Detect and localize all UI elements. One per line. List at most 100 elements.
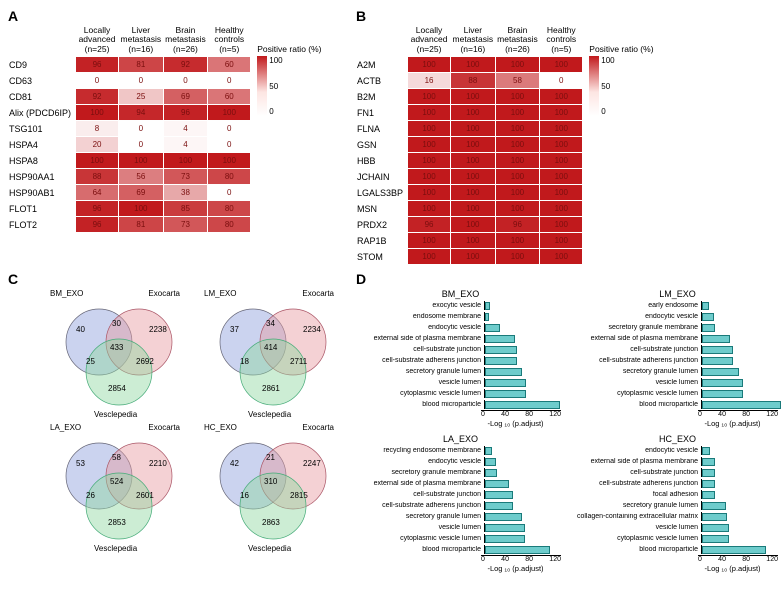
heatmap-cell: 100 [540,201,583,217]
bar-label: blood microparticle [573,401,701,408]
bar-label: cell-substrate adherens junction [356,502,484,509]
heatmap-row-label: STOM [356,249,408,265]
heatmap-row-label: PRDX2 [356,217,408,233]
heatmap-cell: 100 [163,153,208,169]
bar [702,335,730,343]
venn-count: 433 [110,343,123,352]
heatmap-cell: 100 [408,233,451,249]
heatmap-cell: 73 [163,217,208,233]
bar [702,379,743,387]
heatmap-cell: 96 [163,105,208,121]
heatmap-row-label: CD9 [8,57,76,73]
heatmap-cell: 100 [495,105,540,121]
bar-label: endocytic vesicle [356,458,484,465]
bar [702,357,733,365]
heatmap-cell: 100 [451,105,496,121]
bar-label: vesicle lumen [573,379,701,386]
bar-label: blood microparticle [573,546,701,553]
bar [485,324,500,332]
barchart-xaxis: 04080120 [481,555,561,563]
heatmap-cell: 100 [451,185,496,201]
bar [702,313,714,321]
heatmap-row-label: HBB [356,153,408,169]
barchart-title: BM_EXO [356,289,565,299]
bar [485,458,496,466]
bar [485,502,513,510]
panel-a: A Locallyadvanced(n=25)Livermetastasis(n… [8,8,348,265]
heatmap-cell: 100 [540,137,583,153]
bar [485,346,517,354]
heatmap-cell: 100 [495,169,540,185]
venn-count: 524 [110,477,123,486]
heatmap-cell: 96 [76,57,119,73]
heatmap-cell: 92 [163,57,208,73]
heatmap-col-header: Brainmetastasis(n=26) [495,26,540,57]
heatmap-cell: 100 [451,169,496,185]
venn-count: 2863 [262,518,280,527]
bar-label: external side of plasma membrane [573,458,701,465]
venn-diagram: LA_EXO Exocarta Vesclepedia 53 2210 2853… [44,423,194,553]
bar [485,491,513,499]
heatmap-row-label: CD81 [8,89,76,105]
heatmap-row-label: LGALS3BP [356,185,408,201]
bar-label: external side of plasma membrane [573,335,701,342]
venn-count: 58 [112,453,121,462]
bar [485,447,492,455]
heatmap-cell: 100 [495,185,540,201]
legend-title: Positive ratio (%) [257,44,321,54]
heatmap-row-label: HSPA4 [8,137,76,153]
venn-count: 2815 [290,491,308,500]
heatmap-cell: 38 [163,185,208,201]
venn-count: 40 [76,325,85,334]
heatmap-cell: 100 [495,201,540,217]
heatmap-cell: 100 [540,217,583,233]
heatmap-row-label: FLNA [356,121,408,137]
heatmap-cell: 69 [163,89,208,105]
bar-label: cell-substrate junction [573,346,701,353]
heatmap-row-label: A2M [356,57,408,73]
legend-gradient [257,56,267,116]
venn-set-label: Vesclepedia [94,544,137,553]
heatmap-cell: 100 [408,185,451,201]
venn-set-label: Exocarta [148,289,180,298]
heatmap-col-header: Livermetastasis(n=16) [119,26,164,57]
heatmap-cell: 100 [540,89,583,105]
heatmap-a: Locallyadvanced(n=25)Livermetastasis(n=1… [8,26,251,233]
barchart-xlabel: -Log ₁₀ (p.adjust) [683,564,782,573]
bar [702,469,715,477]
bar [702,447,710,455]
heatmap-cell: 96 [408,217,451,233]
barchart: LA_EXO recycling endosome membrane endoc… [356,434,565,573]
bar-label: exocytic vesicle [356,302,484,309]
heatmap-cell: 0 [208,121,251,137]
bar-label: secretory granule lumen [356,513,484,520]
bar [702,368,739,376]
bar [485,513,522,521]
heatmap-cell: 100 [451,233,496,249]
heatmap-cell: 100 [540,185,583,201]
heatmap-cell: 0 [208,185,251,201]
venn-count: 25 [86,357,95,366]
venn-diagram: LM_EXO Exocarta Vesclepedia 37 2234 2861… [198,289,348,419]
bar-label: cell-substrate junction [356,346,484,353]
panel-d: D BM_EXO exocytic vesicle endosome membr… [356,271,782,573]
heatmap-cell: 100 [540,121,583,137]
bar-label: vesicle lumen [356,379,484,386]
bar-label: vesicle lumen [573,524,701,531]
heatmap-cell: 88 [76,169,119,185]
heatmap-cell: 100 [76,153,119,169]
heatmap-row-label: TSG101 [8,121,76,137]
bar [485,379,526,387]
venn-count: 30 [112,319,121,328]
heatmap-cell: 100 [495,249,540,265]
heatmap-cell: 100 [451,153,496,169]
heatmap-row-label: FN1 [356,105,408,121]
heatmap-cell: 100 [408,201,451,217]
heatmap-cell: 100 [408,169,451,185]
bar-label: cytoplasmic vesicle lumen [573,535,701,542]
venn-count: 2234 [303,325,321,334]
panel-c: C BM_EXO Exocarta Vesclepedia 40 2238 28… [8,271,348,573]
bar-label: secretory granule lumen [573,368,701,375]
bar-label: cytoplasmic vesicle lumen [356,535,484,542]
heatmap-cell: 100 [76,105,119,121]
